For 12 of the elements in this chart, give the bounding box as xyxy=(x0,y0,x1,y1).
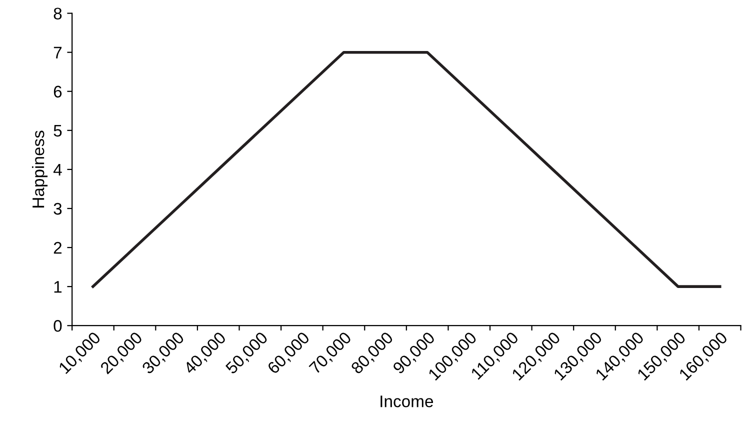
y-tick-label: 4 xyxy=(53,164,62,176)
y-tick-label: 2 xyxy=(54,242,62,254)
y-tick-label: 6 xyxy=(54,86,62,98)
y-tick-label: 8 xyxy=(54,8,62,20)
y-tick-label: 0 xyxy=(54,320,62,332)
x-axis-title: Income xyxy=(380,396,434,408)
y-tick-label: 7 xyxy=(54,46,62,58)
y-tick-label: 5 xyxy=(54,124,62,137)
line-series xyxy=(92,50,722,288)
y-tick-label: 1 xyxy=(54,281,62,293)
y-axis-title: Happiness xyxy=(32,130,48,208)
y-tick-label: 3 xyxy=(54,202,62,215)
